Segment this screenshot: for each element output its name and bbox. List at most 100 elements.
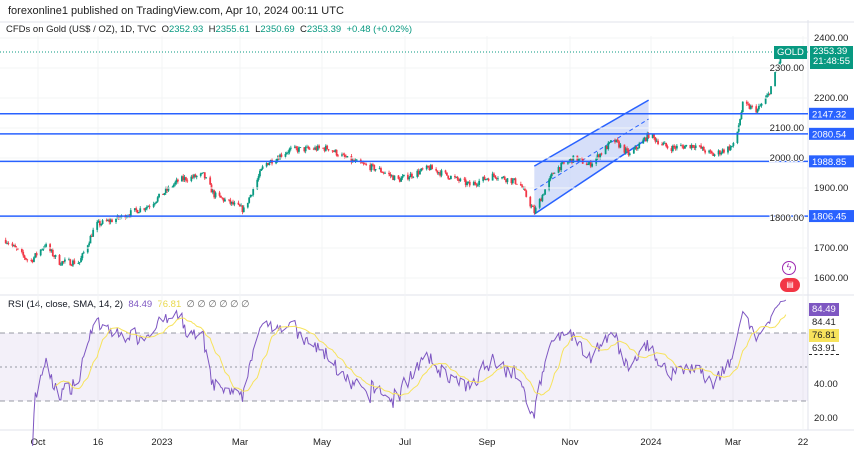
- candle-body: [636, 148, 639, 150]
- level-label: 1988.85: [812, 157, 846, 168]
- candle-body: [203, 172, 206, 179]
- candle-body: [199, 173, 202, 176]
- candle-body: [333, 151, 335, 153]
- candle-body: [64, 259, 66, 262]
- candle-body: [597, 154, 600, 159]
- candle-body: [713, 154, 716, 157]
- candle-body: [186, 180, 189, 182]
- candle-body: [389, 174, 392, 176]
- candle-body: [7, 243, 10, 244]
- candle-body: [419, 170, 421, 175]
- candle-body: [308, 148, 311, 150]
- rsi-title[interactable]: RSI (14, close, SMA, 14, 2): [8, 299, 124, 310]
- candle-body: [238, 204, 241, 207]
- candle-body: [634, 146, 637, 150]
- us-flag-icon[interactable]: ▤: [780, 278, 800, 292]
- candle-body: [20, 248, 23, 252]
- candle-body: [596, 154, 599, 158]
- level-label: 2080.54: [812, 129, 846, 140]
- time-tick: Mar: [232, 437, 248, 448]
- candle-body: [289, 147, 292, 149]
- candle-body: [312, 148, 315, 150]
- candle-body: [421, 168, 424, 170]
- channel-lower: [533, 137, 650, 215]
- candle-body: [53, 255, 56, 257]
- rsi-line: [32, 299, 787, 446]
- candle-body: [661, 144, 663, 145]
- lightning-icon[interactable]: ϟ: [782, 261, 796, 275]
- candle-body: [589, 162, 592, 167]
- candle-body: [77, 262, 80, 264]
- candle-body: [610, 140, 612, 142]
- price-tick: 2000.00: [770, 153, 804, 164]
- candle-body: [402, 174, 405, 177]
- candle-body: [671, 145, 674, 151]
- candle-body: [73, 260, 76, 264]
- candle-body: [97, 221, 100, 222]
- candle-body: [675, 145, 678, 149]
- level-label: 2147.32: [812, 109, 846, 120]
- candle-body: [257, 176, 260, 180]
- candle-body: [758, 106, 760, 110]
- candle-body: [484, 178, 487, 180]
- candle-body: [427, 165, 429, 168]
- candle-body: [374, 169, 377, 171]
- candle-body: [279, 154, 281, 160]
- candle-body: [540, 199, 542, 202]
- candle-body: [491, 173, 494, 181]
- price-tick: 2400.00: [814, 33, 848, 44]
- candle-body: [167, 187, 170, 191]
- rsi-tick: 40.00: [814, 379, 838, 390]
- candle-body: [759, 105, 762, 107]
- candle-body: [663, 142, 666, 144]
- candle-body: [303, 147, 306, 152]
- candle-body: [195, 175, 198, 178]
- candle-body: [334, 149, 337, 152]
- candle-body: [682, 146, 685, 149]
- candle-body: [585, 163, 588, 166]
- candle-body: [137, 212, 140, 214]
- candle-body: [739, 119, 741, 126]
- candle-body: [542, 194, 545, 196]
- price-tick: 1800.00: [770, 213, 804, 224]
- channel-fill: [534, 100, 649, 215]
- candle-body: [191, 176, 194, 178]
- level-tag: [809, 107, 854, 120]
- time-tick: 22: [798, 437, 809, 448]
- candle-body: [409, 173, 412, 178]
- symbol-title[interactable]: CFDs on Gold (US$ / OZ), 1D, TVC: [6, 24, 157, 35]
- candle-body: [166, 188, 169, 191]
- candle-body: [380, 168, 382, 172]
- time-tick: Oct: [31, 437, 46, 448]
- rsi-legend: RSI (14, close, SMA, 14, 2) 84.49 76.81 …: [8, 299, 249, 310]
- candle-body: [293, 146, 296, 148]
- rsi-sma-line: [55, 314, 787, 397]
- candle-body: [256, 179, 259, 190]
- candle-body: [709, 150, 712, 152]
- close-label: C: [300, 24, 307, 35]
- candle-body: [766, 95, 768, 98]
- candle-body: [731, 145, 733, 147]
- candle-body: [627, 149, 630, 155]
- rsi-tag: 84.49: [809, 303, 839, 316]
- candle-body: [626, 148, 629, 150]
- candle-body: [250, 194, 253, 196]
- candle-body: [34, 253, 37, 258]
- candle-body: [89, 235, 92, 244]
- candle-body: [176, 179, 179, 182]
- last-price-tag: 2353.39 21:48:55: [810, 46, 853, 69]
- price-tick: 1600.00: [814, 273, 848, 284]
- candle-body: [390, 175, 393, 177]
- candle-body: [412, 176, 415, 178]
- candle-body: [105, 220, 108, 222]
- candle-body: [284, 153, 287, 157]
- time-tick: Jul: [399, 437, 411, 448]
- candle-body: [100, 223, 103, 226]
- candle-body: [72, 260, 74, 266]
- candle-body: [624, 148, 627, 153]
- last-price: 2353.39: [813, 46, 848, 57]
- candle-body: [230, 201, 233, 204]
- time-tick: 16: [93, 437, 104, 448]
- candle-body: [125, 216, 128, 219]
